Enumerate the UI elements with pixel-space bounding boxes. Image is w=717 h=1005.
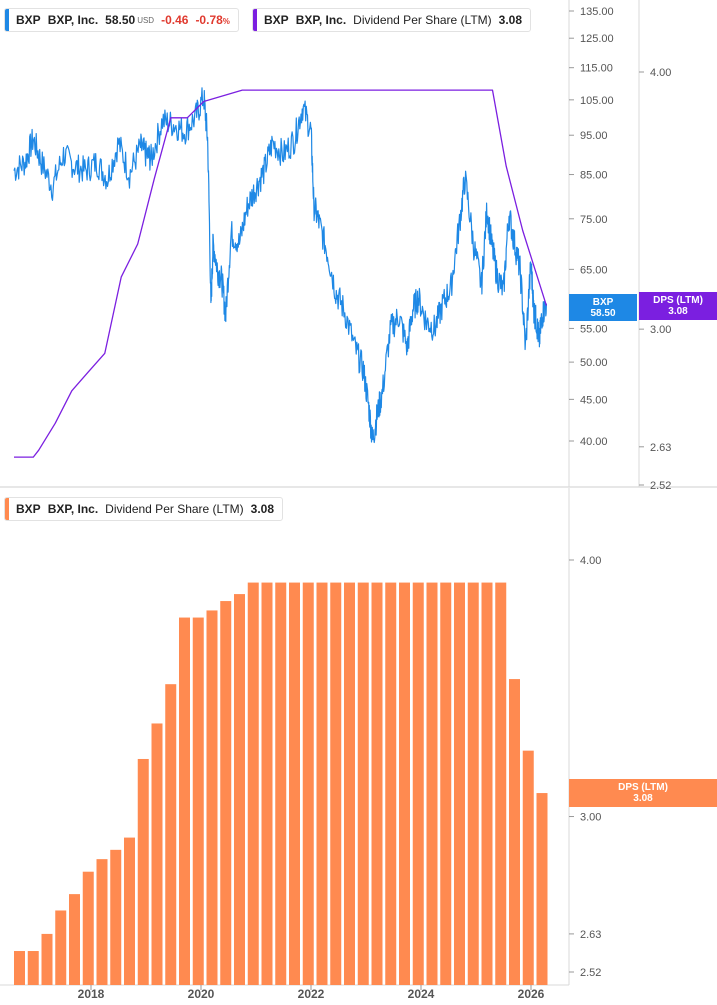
price-axis-tick-label: 105.00 (580, 95, 614, 107)
dps-bar (316, 582, 328, 985)
price-axis-tick-label: 65.00 (580, 264, 608, 276)
dps-line (14, 89, 548, 458)
dps-bar (82, 871, 94, 985)
dps-top-axis-tick-label: 2.52 (650, 480, 671, 492)
legend-dps-bottom-swatch (5, 498, 9, 520)
legend-price-change-pct-value: -0.78 (195, 13, 223, 27)
dps-top-axis-tick-label: 4.00 (650, 67, 671, 79)
x-axis-tick-label: 2020 (188, 987, 215, 1001)
dps-bar (467, 582, 479, 985)
dps-bottom-axis-tick-label: 2.52 (580, 967, 601, 979)
legend-dps-top[interactable]: BXP BXP, Inc. Dividend Per Share (LTM) 3… (252, 8, 532, 32)
legend-dps-bottom-name: BXP, Inc. (47, 502, 99, 516)
dps-bar (385, 582, 397, 985)
dps-bar (440, 582, 452, 985)
dps-bar (110, 849, 122, 985)
legend-price-name: BXP, Inc. (47, 13, 99, 27)
price-line (13, 87, 547, 444)
price-axis-tick-label: 115.00 (580, 63, 613, 75)
dps-bottom-axis-tick-label: 2.63 (580, 929, 601, 941)
dps-bar (261, 582, 273, 985)
price-axis-tick-label: 85.00 (580, 170, 608, 182)
dps-tag-top-label: DPS (LTM) (653, 295, 703, 306)
dps-bar (399, 582, 410, 985)
dps-bar (192, 617, 204, 985)
dps-bar (55, 910, 67, 985)
legend-dps-top-name: BXP, Inc. (295, 13, 347, 27)
price-axis-tick-label: 135.00 (580, 6, 614, 18)
dps-bar (454, 582, 465, 985)
dps-bar (330, 582, 342, 985)
dps-bar (124, 837, 135, 985)
dps-bottom-axis-tick-label: 3.00 (580, 812, 601, 824)
dps-bar (41, 933, 53, 985)
x-axis-tick-label: 2024 (408, 987, 435, 1001)
legend-dps-top-value: 3.08 (498, 13, 523, 27)
dps-bar (14, 951, 25, 985)
legend-price[interactable]: BXP BXP, Inc. 58.50 USD -0.46 -0.78% (4, 8, 239, 32)
x-axis-tick-label: 2022 (298, 987, 325, 1001)
dps-bar (206, 610, 218, 985)
dps-tag-bottom: DPS (LTM) 3.08 (569, 779, 717, 807)
legend-price-change: -0.46 (161, 13, 189, 27)
dps-tag-top-value: 3.08 (668, 306, 688, 317)
price-axis-tick-label: 95.00 (580, 130, 608, 142)
legend-price-change-pct: -0.78% (195, 13, 229, 27)
price-tag: BXP 58.50 (569, 294, 637, 321)
legend-dps-bottom-ticker: BXP (16, 502, 41, 516)
legend-dps-bottom-value: 3.08 (250, 502, 275, 516)
x-axis-tick-label: 2026 (518, 987, 545, 1001)
legend-price-ticker: BXP (16, 13, 41, 27)
legend-dps-top-swatch (253, 9, 257, 31)
dps-tag-top: DPS (LTM) 3.08 (639, 292, 717, 320)
dps-tag-bottom-value: 3.08 (633, 793, 653, 804)
x-axis-tick-label: 2018 (78, 987, 105, 1001)
legend-price-pct-sign: % (222, 17, 230, 26)
dps-bar (247, 582, 259, 985)
price-axis-tick-label: 40.00 (580, 436, 608, 448)
dps-bar (27, 951, 39, 985)
legend-dps-top-ticker: BXP (264, 13, 289, 27)
dps-tag-bottom-label: DPS (LTM) (618, 782, 668, 793)
price-axis-tick-label: 55.00 (580, 323, 608, 335)
dps-bar (371, 582, 383, 985)
dps-bar (289, 582, 300, 985)
dps-top-axis-tick-label: 3.00 (650, 324, 671, 336)
price-axis-tick-label: 125.00 (580, 33, 614, 45)
dps-bar (481, 582, 493, 985)
dps-bar (96, 859, 108, 985)
dps-bar (234, 594, 245, 985)
dps-bar (165, 684, 177, 985)
dps-bar (151, 723, 163, 985)
dps-bar (509, 679, 520, 985)
legend-dps-bottom-metric: Dividend Per Share (LTM) (105, 502, 244, 516)
price-axis-tick-label: 50.00 (580, 357, 608, 369)
legend-dps-bottom[interactable]: BXP BXP, Inc. Dividend Per Share (LTM) 3… (4, 497, 284, 521)
dps-bar (179, 617, 190, 985)
dps-bar (302, 582, 314, 985)
dps-bar (522, 750, 534, 985)
price-axis-tick-label: 75.00 (580, 214, 608, 226)
legend-price-swatch (5, 9, 9, 31)
dps-bar (344, 582, 355, 985)
legend-price-value: 58.50 (105, 13, 136, 27)
price-tag-value: 58.50 (590, 307, 616, 319)
dps-bar (357, 582, 369, 985)
dps-bottom-axis-tick-label: 4.00 (580, 555, 601, 567)
dps-bar (275, 582, 287, 985)
price-tag-ticker: BXP (592, 296, 614, 308)
legend-dps-top-metric: Dividend Per Share (LTM) (353, 13, 492, 27)
legend-price-currency: USD (137, 15, 155, 25)
dps-top-axis-tick-label: 2.63 (650, 442, 671, 454)
price-axis-tick-label: 45.00 (580, 394, 608, 406)
dps-bar (495, 582, 507, 985)
dps-bar (220, 601, 232, 985)
dps-bar (426, 582, 438, 985)
dps-bar (412, 582, 424, 985)
dps-bar (69, 894, 80, 985)
dps-bar (536, 793, 548, 985)
dps-bar (137, 758, 149, 985)
